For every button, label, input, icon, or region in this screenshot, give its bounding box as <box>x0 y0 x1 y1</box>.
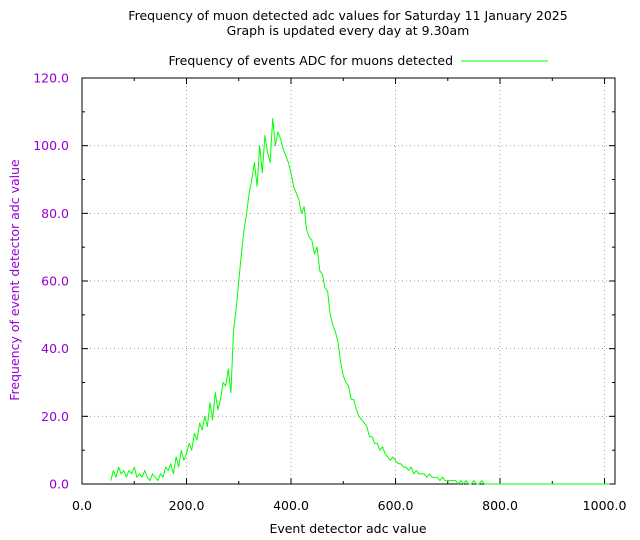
x-tick-label: 600.0 <box>378 498 414 513</box>
y-axis-label: Frequency of event detector adc value <box>7 159 22 401</box>
series-line <box>110 118 610 485</box>
x-tick-label: 1000.0 <box>583 498 627 513</box>
x-tick-label: 400.0 <box>273 498 309 513</box>
legend-label: Frequency of events ADC for muons detect… <box>169 53 453 68</box>
legend: Frequency of events ADC for muons detect… <box>169 53 548 68</box>
y-tick-label: 60.0 <box>41 274 69 289</box>
plot-frame <box>81 77 616 485</box>
x-axis-label: Event detector adc value <box>269 521 426 536</box>
y-tick-label: 40.0 <box>41 341 69 356</box>
x-tick-label: 0.0 <box>72 498 92 513</box>
x-tick-label: 800.0 <box>482 498 518 513</box>
y-tick-label: 20.0 <box>41 409 69 424</box>
y-tick-label: 80.0 <box>41 206 69 221</box>
y-tick-label: 120.0 <box>33 71 69 86</box>
grid <box>82 78 615 484</box>
y-tick-label: 100.0 <box>33 138 69 153</box>
chart-title: Frequency of muon detected adc values fo… <box>128 8 567 23</box>
axis-ticks: 0.0 20.0 40.0 60.0 80.0 100.0 120.0 0.0 200.0 400… <box>33 71 626 514</box>
series-group <box>110 118 610 485</box>
chart-subtitle: Graph is updated every day at 9.30am <box>227 23 470 38</box>
plot-border <box>81 77 616 485</box>
x-tick-label: 200.0 <box>169 498 205 513</box>
y-tick-label: 0.0 <box>49 477 69 492</box>
